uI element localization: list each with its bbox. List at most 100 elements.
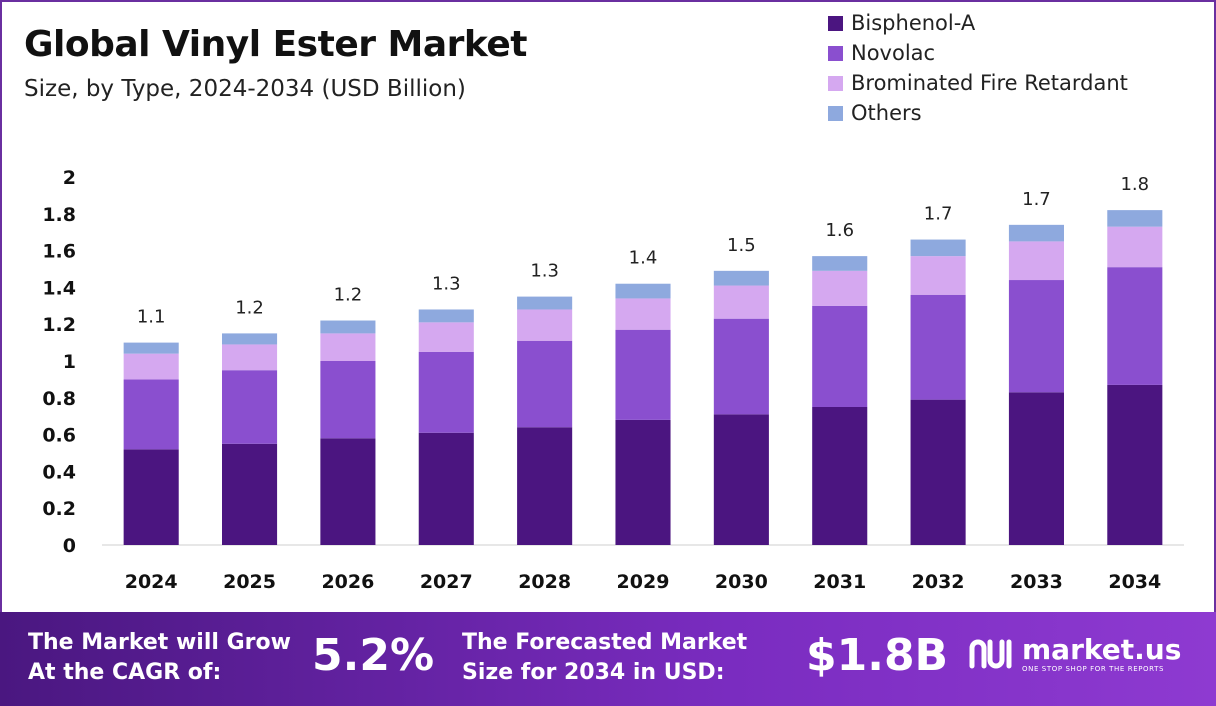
y-tick-label-1: 1 — [63, 351, 76, 373]
x-tick-label-2033: 2033 — [1010, 571, 1063, 593]
x-tick-label-2031: 2031 — [813, 571, 866, 593]
legend-label-brominated-fire-retardant: Brominated Fire Retardant — [851, 71, 1128, 95]
cagr-caption-line2: At the CAGR of: — [28, 660, 222, 685]
bar-others-2027 — [418, 309, 474, 323]
legend: Bisphenol-A Novolac Brominated Fire Reta… — [828, 8, 1128, 128]
y-tick-label-1-2: 1.2 — [42, 314, 76, 336]
x-tick-label-2028: 2028 — [518, 571, 571, 593]
bar-bisphenol-a-2025 — [222, 443, 278, 545]
x-tick-label-2027: 2027 — [420, 571, 473, 593]
y-tick-label-0-4: 0.4 — [42, 461, 76, 483]
bar-brominated-fire-retardant-2025 — [222, 344, 278, 371]
legend-label-novolac: Novolac — [851, 41, 936, 65]
total-label-2029: 1.4 — [629, 248, 658, 269]
bar-novolac-2025 — [222, 370, 278, 444]
legend-swatch-others — [828, 105, 843, 121]
cagr-caption: The Market will Grow At the CAGR of: — [28, 628, 291, 688]
forecast-caption: The Forecasted Market Size for 2034 in U… — [462, 628, 747, 688]
bar-novolac-2032 — [910, 294, 966, 400]
legend-swatch-novolac — [828, 45, 843, 61]
legend-swatch-bisphenol-a — [828, 15, 843, 31]
legend-item-brominated-fire-retardant: Brominated Fire Retardant — [828, 68, 1128, 98]
legend-swatch-brominated-fire-retardant — [828, 75, 843, 91]
total-label-2033: 1.7 — [1022, 189, 1051, 210]
bar-brominated-fire-retardant-2026 — [320, 333, 376, 361]
legend-label-others: Others — [851, 101, 922, 125]
bar-novolac-2034 — [1107, 267, 1163, 385]
bar-others-2025 — [222, 333, 278, 345]
total-label-2031: 1.6 — [825, 220, 854, 241]
market-us-logo-text: market.us ONE STOP SHOP FOR THE REPORTS — [1022, 635, 1181, 674]
total-label-2034: 1.8 — [1120, 174, 1149, 195]
cagr-caption-line1: The Market will Grow — [28, 630, 291, 655]
bar-brominated-fire-retardant-2031 — [812, 270, 868, 306]
bar-novolac-2026 — [320, 361, 376, 439]
total-label-2024: 1.1 — [137, 307, 166, 328]
bar-novolac-2033 — [1008, 280, 1064, 393]
bar-others-2026 — [320, 320, 376, 334]
y-tick-label-1-6: 1.6 — [42, 241, 76, 263]
market-us-logo-icon — [969, 639, 1012, 669]
bar-brominated-fire-retardant-2029 — [615, 298, 671, 330]
bar-novolac-2028 — [517, 340, 573, 428]
bar-bisphenol-a-2024 — [123, 449, 179, 545]
y-tick-label-1-8: 1.8 — [42, 204, 76, 226]
x-tick-label-2026: 2026 — [321, 571, 374, 593]
bar-bisphenol-a-2032 — [910, 399, 966, 545]
x-tick-label-2034: 2034 — [1108, 571, 1161, 593]
bar-bisphenol-a-2031 — [812, 407, 868, 545]
forecast-caption-line2: Size for 2034 in USD: — [462, 660, 725, 685]
bar-brominated-fire-retardant-2034 — [1107, 226, 1163, 268]
y-tick-label-1-4: 1.4 — [42, 277, 76, 299]
bar-novolac-2030 — [713, 318, 769, 415]
legend-item-bisphenol-a: Bisphenol-A — [828, 8, 1128, 38]
total-label-2027: 1.3 — [432, 273, 461, 294]
x-tick-label-2025: 2025 — [223, 571, 276, 593]
y-tick-label-0: 0 — [63, 535, 76, 557]
bar-others-2031 — [812, 256, 868, 271]
bar-brominated-fire-retardant-2024 — [123, 353, 179, 380]
bar-brominated-fire-retardant-2030 — [713, 285, 769, 319]
bar-brominated-fire-retardant-2032 — [910, 256, 966, 295]
chart-title: Global Vinyl Ester Market — [24, 24, 528, 65]
cagr-value: 5.2% — [312, 630, 435, 681]
total-label-2030: 1.5 — [727, 235, 756, 256]
bar-novolac-2029 — [615, 329, 671, 420]
market-us-logo: market.us ONE STOP SHOP FOR THE REPORTS — [968, 634, 1181, 674]
y-tick-label-0-2: 0.2 — [42, 498, 76, 520]
total-label-2032: 1.7 — [924, 204, 953, 225]
bar-others-2034 — [1107, 210, 1163, 227]
bar-others-2033 — [1008, 224, 1064, 242]
bar-brominated-fire-retardant-2027 — [418, 322, 474, 352]
bar-others-2032 — [910, 239, 966, 257]
x-tick-label-2030: 2030 — [715, 571, 768, 593]
stacked-bar-chart: 0 0.2 0.4 0.6 0.8 1 1.2 1.4 1.6 1.8 2 1.1 2024 1.2 202… — [42, 167, 1184, 593]
x-tick-label-2024: 2024 — [125, 571, 178, 593]
legend-label-bisphenol-a: Bisphenol-A — [851, 11, 976, 35]
bar-brominated-fire-retardant-2033 — [1008, 241, 1064, 281]
y-tick-label-0-8: 0.8 — [42, 388, 76, 410]
bar-bisphenol-a-2028 — [517, 427, 573, 545]
y-tick-label-2: 2 — [63, 167, 76, 189]
bar-bisphenol-a-2030 — [713, 414, 769, 545]
legend-item-others: Others — [828, 98, 1128, 128]
bar-others-2030 — [713, 270, 769, 286]
total-label-2026: 1.2 — [334, 285, 363, 306]
forecast-caption-line1: The Forecasted Market — [462, 630, 748, 655]
bar-others-2024 — [123, 342, 179, 354]
logo-tagline: ONE STOP SHOP FOR THE REPORTS — [1022, 665, 1165, 673]
total-label-2028: 1.3 — [530, 261, 559, 282]
bar-novolac-2031 — [812, 305, 868, 407]
x-tick-label-2029: 2029 — [617, 571, 670, 593]
bar-others-2029 — [615, 283, 671, 299]
x-tick-label-2032: 2032 — [912, 571, 965, 593]
total-label-2025: 1.2 — [235, 297, 264, 318]
y-tick-label-0-6: 0.6 — [42, 425, 76, 447]
summary-banner: The Market will Grow At the CAGR of: 5.2… — [0, 612, 1216, 706]
bar-brominated-fire-retardant-2028 — [517, 309, 573, 341]
bar-novolac-2027 — [418, 351, 474, 433]
bar-bisphenol-a-2034 — [1107, 384, 1163, 545]
bar-bisphenol-a-2027 — [418, 432, 474, 545]
bar-bisphenol-a-2026 — [320, 438, 376, 545]
